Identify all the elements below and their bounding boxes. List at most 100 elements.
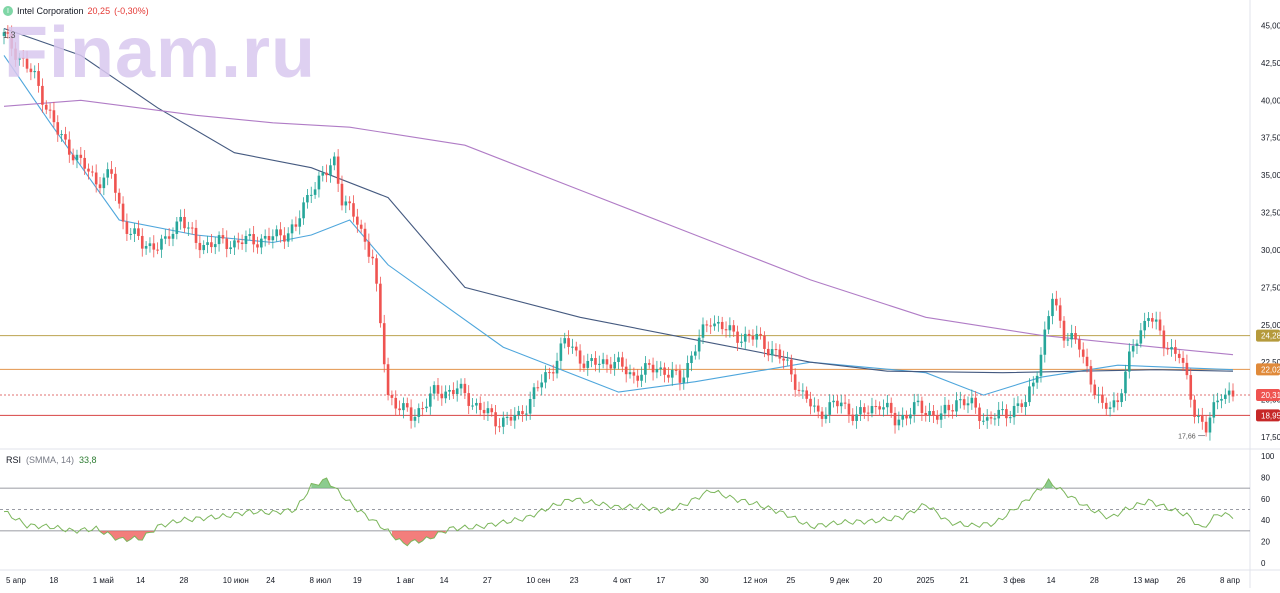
candle-body xyxy=(464,384,467,393)
candle-body xyxy=(37,71,40,86)
candle-body xyxy=(590,358,593,361)
x-tick-label: 9 дек xyxy=(830,576,850,585)
candle-body xyxy=(56,122,59,134)
candle-body xyxy=(237,240,240,242)
candle-body xyxy=(997,410,1000,419)
candle-body xyxy=(506,417,509,418)
candle-body xyxy=(1063,321,1066,341)
candle-body xyxy=(1109,407,1112,408)
candle-body xyxy=(748,334,751,336)
candle-body xyxy=(298,218,301,226)
candle-body xyxy=(498,426,501,427)
y-tick-label: 27,50 xyxy=(1261,283,1280,292)
candle-body xyxy=(448,390,451,392)
x-tick-label: 19 xyxy=(353,576,362,585)
candle-body xyxy=(33,71,36,72)
candle-body xyxy=(963,399,966,405)
rsi-value: 33,8 xyxy=(79,455,97,465)
candle-body xyxy=(410,407,413,420)
candle-body xyxy=(191,228,194,229)
candle-body xyxy=(694,351,697,355)
candle-body xyxy=(759,334,762,336)
candle-body xyxy=(994,418,997,419)
candle-body xyxy=(53,110,56,122)
x-tick-label: 26 xyxy=(1177,576,1186,585)
candle-body xyxy=(686,363,689,378)
candle-body xyxy=(690,356,693,363)
candle-body xyxy=(790,360,793,375)
candle-body xyxy=(775,349,778,350)
candle-body xyxy=(1140,330,1143,343)
candle-body xyxy=(202,245,205,250)
candle-body xyxy=(1170,347,1173,349)
candle-body xyxy=(602,359,605,364)
candle-body xyxy=(1120,393,1123,402)
candle-body xyxy=(867,413,870,414)
candle-body xyxy=(848,404,851,415)
candle-body xyxy=(467,393,470,406)
candle-body xyxy=(375,258,378,283)
candle-body xyxy=(871,406,874,413)
candle-body xyxy=(959,399,962,400)
candle-body xyxy=(329,165,332,175)
candle-body xyxy=(552,372,555,373)
candle-body xyxy=(713,324,716,327)
candle-body xyxy=(786,360,789,361)
y-tick-label: 42,50 xyxy=(1261,59,1280,68)
candle-body xyxy=(275,229,278,236)
candle-body xyxy=(114,174,117,193)
candle-body xyxy=(901,415,904,420)
candle-body xyxy=(444,392,447,399)
candle-body xyxy=(80,155,83,158)
candle-body xyxy=(141,236,144,249)
y-tick-label: 32,50 xyxy=(1261,209,1280,218)
candle-body xyxy=(126,222,129,234)
candle-body xyxy=(122,204,125,222)
candle-body xyxy=(598,364,601,365)
y-tick-label: 17,50 xyxy=(1261,433,1280,442)
candle-body xyxy=(825,415,828,419)
candle-body xyxy=(698,338,701,352)
candle-body xyxy=(1067,339,1070,340)
candle-body xyxy=(172,234,175,239)
candle-body xyxy=(836,401,839,406)
x-tick-label: 23 xyxy=(570,576,579,585)
candle-body xyxy=(249,234,252,236)
candle-body xyxy=(156,250,159,251)
candle-body xyxy=(563,338,566,343)
candle-body xyxy=(990,417,993,418)
candle-body xyxy=(763,336,766,349)
x-tick-label: 28 xyxy=(1090,576,1099,585)
rsi-y-tick-label: 40 xyxy=(1261,516,1270,525)
candle-body xyxy=(579,350,582,363)
x-tick-label: 30 xyxy=(700,576,709,585)
rsi-title[interactable]: RSI xyxy=(6,455,21,465)
candle-body xyxy=(986,417,989,421)
symbol-name[interactable]: Intel Corporation xyxy=(17,6,84,16)
candle-body xyxy=(1128,351,1131,371)
candle-body xyxy=(268,236,271,240)
candle-body xyxy=(671,370,674,378)
candle-body xyxy=(325,173,328,175)
candle-body xyxy=(544,372,547,382)
candle-body xyxy=(371,257,374,258)
candle-body xyxy=(222,235,225,238)
candle-body xyxy=(633,372,636,375)
candle-body xyxy=(832,401,835,402)
candle-body xyxy=(72,155,75,161)
candle-body xyxy=(924,413,927,415)
candle-body xyxy=(548,372,551,373)
candle-body xyxy=(1113,400,1116,407)
candle-body xyxy=(978,408,981,421)
candle-body xyxy=(30,69,33,72)
candle-body xyxy=(967,403,970,405)
x-tick-label: 18 xyxy=(49,576,58,585)
candle-body xyxy=(936,415,939,420)
candle-body xyxy=(1205,422,1208,433)
candle-body xyxy=(456,388,459,394)
candle-body xyxy=(1055,299,1058,306)
candle-body xyxy=(1216,401,1219,403)
symbol-icon: I xyxy=(3,6,13,16)
candle-body xyxy=(333,157,336,166)
